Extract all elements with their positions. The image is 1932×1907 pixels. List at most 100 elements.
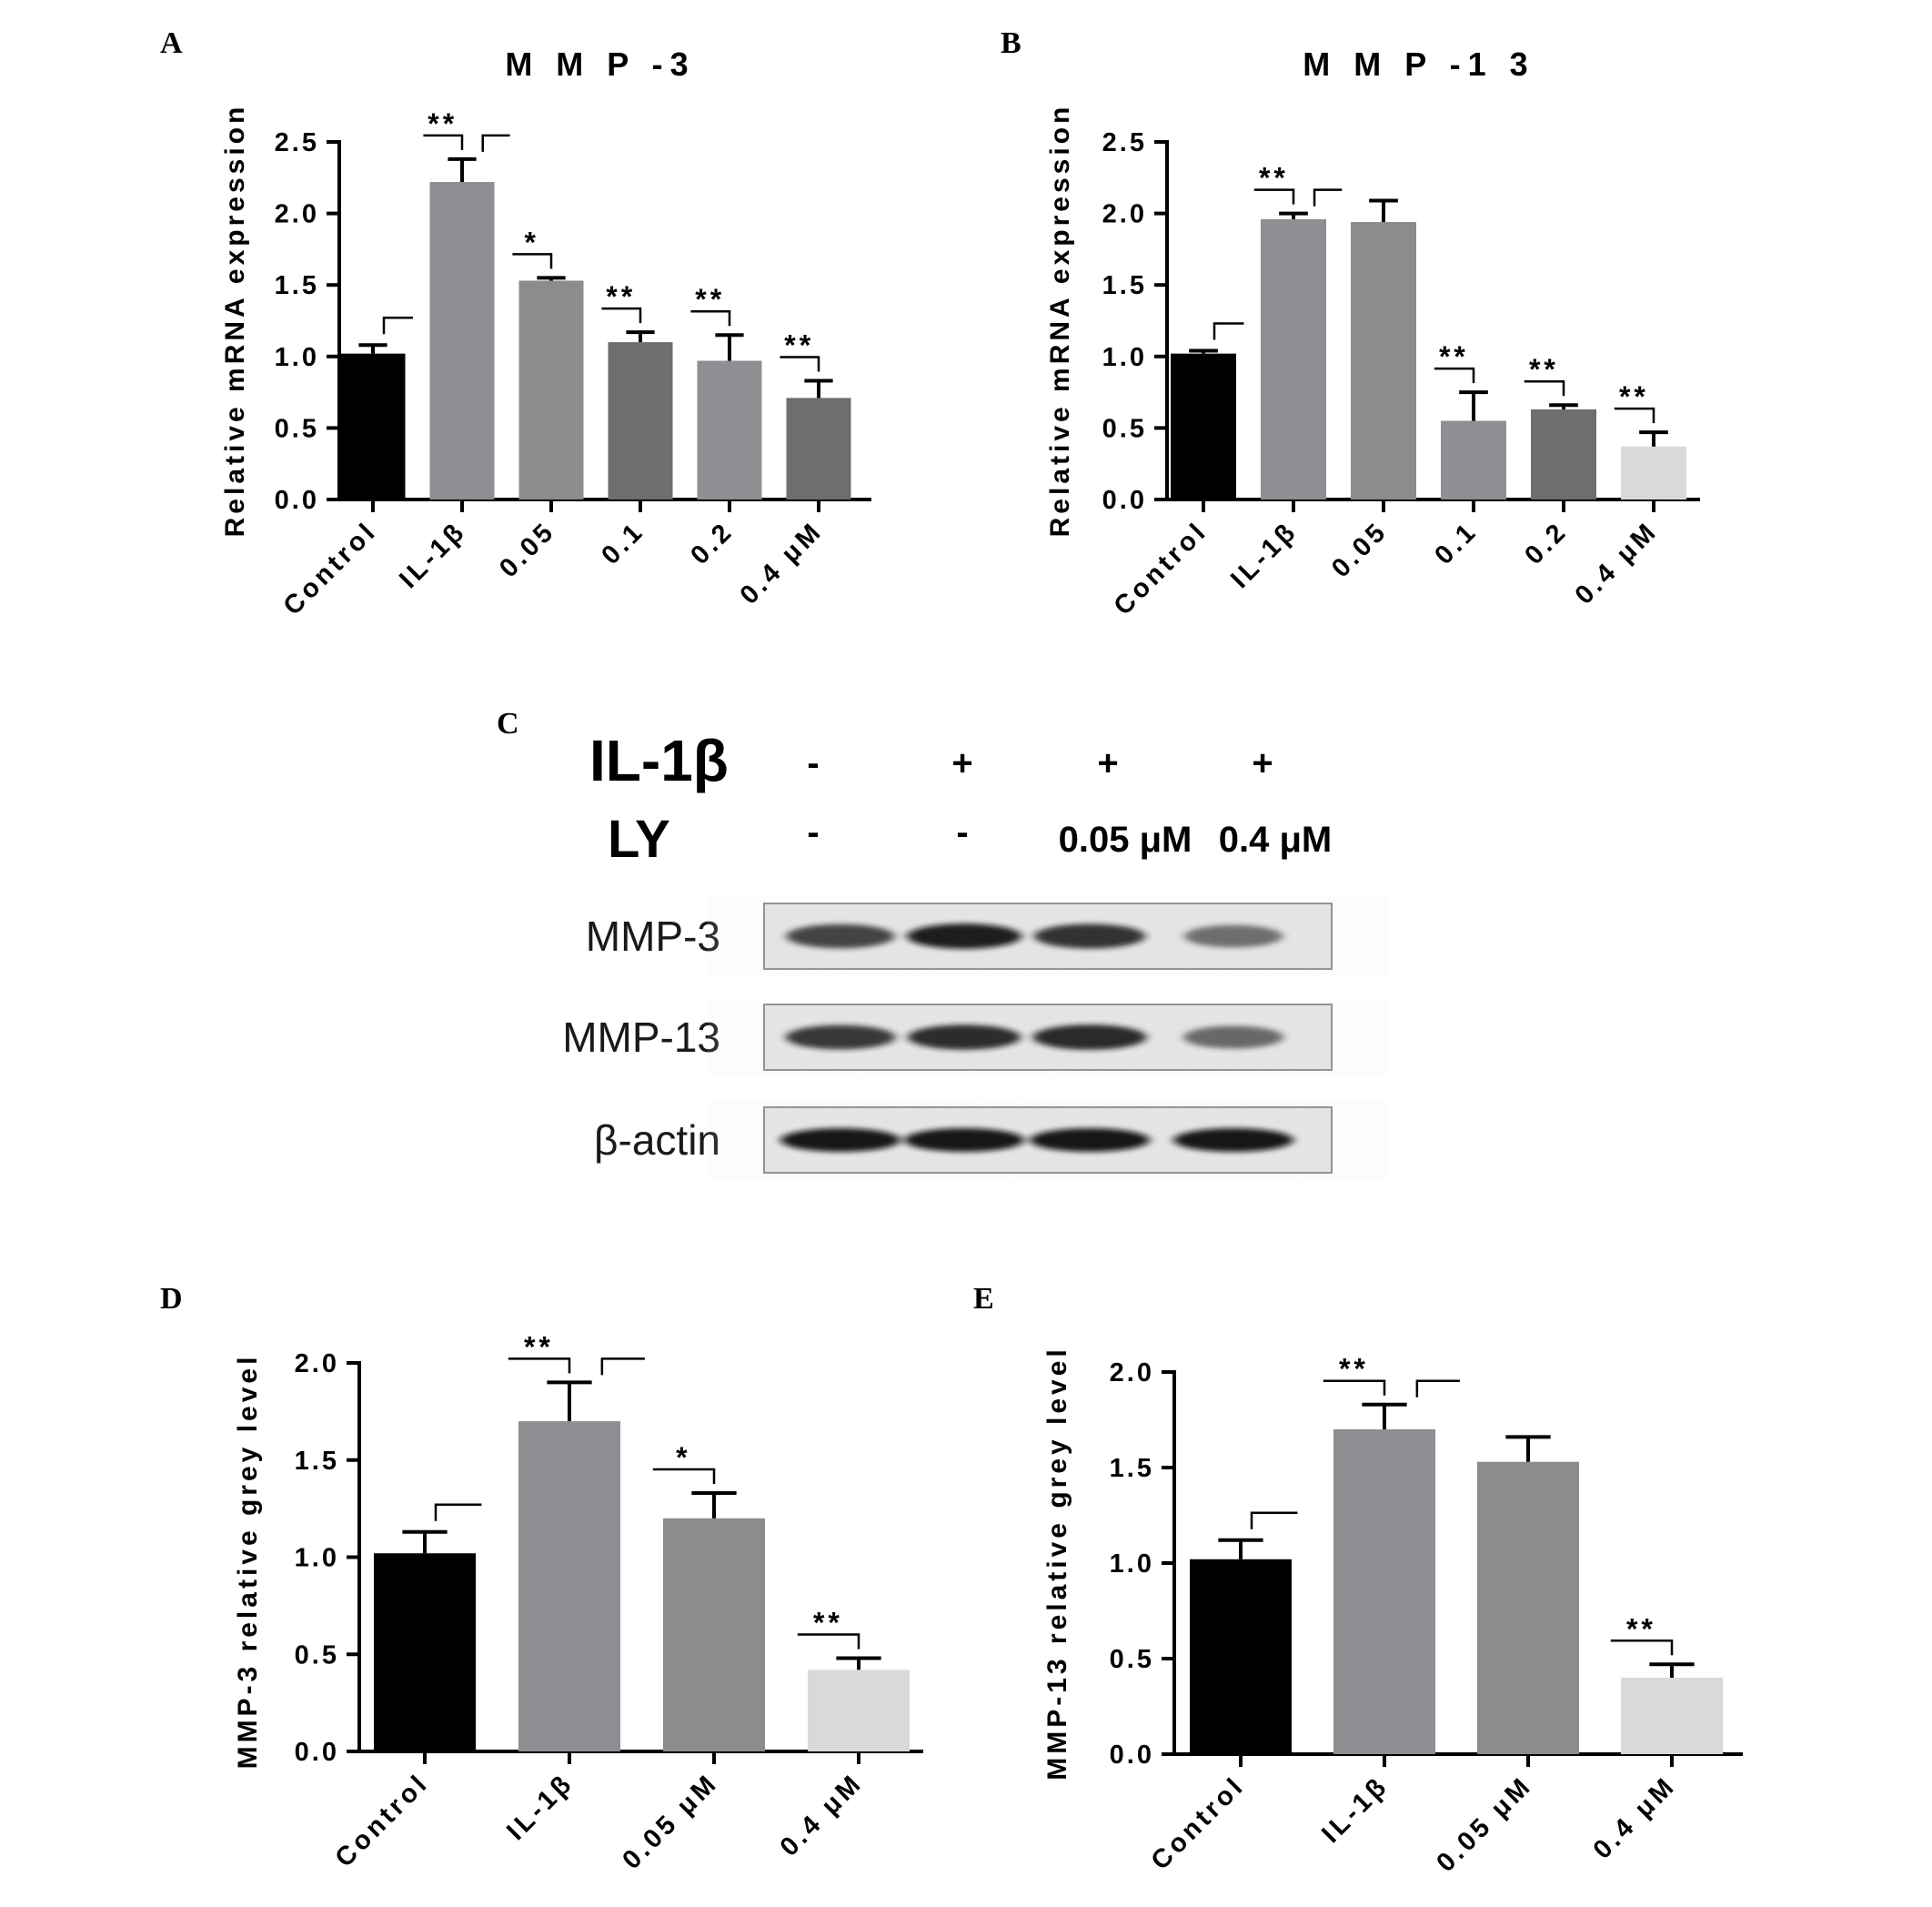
significance-marker: ** <box>1259 162 1289 195</box>
blot-band <box>1173 1128 1293 1152</box>
reference-bracket <box>382 316 413 335</box>
significance-marker: ** <box>1339 1353 1369 1386</box>
reference-bracket <box>481 134 510 152</box>
x-tick-label: 0.1 <box>1429 516 1484 570</box>
y-tick-label: 1.0 <box>295 1544 339 1573</box>
y-tick-label: 1.0 <box>275 343 319 372</box>
blot-row-label: β-actin <box>594 1116 720 1164</box>
y-tick-label: 0.0 <box>275 486 319 515</box>
blot-band <box>1033 923 1146 949</box>
blot-il1b-condition: + <box>1097 743 1118 783</box>
significance-bracket <box>1610 1640 1674 1656</box>
y-tick-label: 0.5 <box>1110 1645 1154 1674</box>
significance-marker: ** <box>524 1330 554 1363</box>
x-tick-label: Control <box>1146 1771 1251 1875</box>
significance-marker: ** <box>695 283 725 316</box>
chart-title: M M P -1 3 <box>1303 45 1535 83</box>
blot-conditions: - + + + - - 0.05 μM 0.4 μM <box>807 743 1332 860</box>
x-tick-label: Control <box>330 1768 435 1872</box>
y-axis-label: Relative mRNA expression <box>1045 104 1075 538</box>
bar <box>1621 1678 1723 1754</box>
panel-letter-a: A <box>160 26 183 60</box>
x-tick-label: Control <box>278 516 383 621</box>
y-tick-label: 0.0 <box>1102 486 1147 515</box>
bar <box>1261 218 1326 499</box>
x-tick-label: IL-1β <box>501 1768 579 1846</box>
bar <box>518 280 584 499</box>
bar <box>808 1670 910 1751</box>
y-tick-label: 0.5 <box>275 414 319 443</box>
significance-marker: ** <box>1439 340 1469 373</box>
bar <box>1621 446 1686 499</box>
blot-row-label: MMP-3 <box>586 913 720 960</box>
y-tick-label: 2.0 <box>1110 1358 1154 1387</box>
significance-bracket <box>652 1468 716 1485</box>
significance-marker: ** <box>784 329 814 362</box>
blot-band <box>1183 924 1283 948</box>
blot-ly-condition: 0.4 μM <box>1219 820 1333 860</box>
significance-bracket <box>1323 1379 1386 1396</box>
x-tick-label: Control <box>1109 516 1213 621</box>
x-tick-label: 0.05 μM <box>1431 1771 1538 1878</box>
significance-marker: ** <box>813 1607 843 1640</box>
blot-rows: MMP-3 MMP-13 β-actin <box>562 903 1333 1174</box>
bar <box>1171 353 1236 499</box>
chart-a-mmp3-mrna: M M P -3 Relative mRNA expression 0.0 0.5 1.… <box>220 45 871 621</box>
panel-letter-c: C <box>497 707 519 741</box>
bar <box>340 353 406 499</box>
x-tick-label: 0.1 <box>596 516 650 570</box>
bar <box>1441 420 1506 499</box>
blot-il1b-condition: + <box>951 743 972 783</box>
significance-marker: ** <box>1619 380 1649 413</box>
significance-bracket <box>508 1357 571 1374</box>
x-tick-label: 0.4 μM <box>775 1768 869 1862</box>
significance-marker: ** <box>428 107 458 140</box>
x-tick-label: IL-1β <box>394 516 472 594</box>
significance-marker: ** <box>1529 353 1559 386</box>
y-tick-label: 0.0 <box>1110 1741 1154 1770</box>
significance-bracket <box>512 253 553 269</box>
y-tick-label: 1.5 <box>1102 271 1147 300</box>
chart-e-mmp13-grey: MMP-13 relative grey level 0.0 0.5 1.0 1.5 2.… <box>1042 1346 1743 1878</box>
blot-ly-label: LY <box>608 810 670 869</box>
y-tick-label: 1.5 <box>275 271 319 300</box>
x-tick-label: 0.05 <box>494 516 561 583</box>
blot-band <box>1183 1025 1283 1049</box>
bar <box>697 360 762 499</box>
y-tick-label: 0.5 <box>295 1640 339 1670</box>
significance-marker: * <box>524 226 538 258</box>
significance-bracket <box>1614 407 1655 424</box>
bar <box>663 1518 765 1751</box>
significance-bracket <box>1253 188 1295 205</box>
y-tick-label: 0.0 <box>295 1738 339 1767</box>
reference-bracket <box>1415 1379 1460 1397</box>
significance-bracket <box>1524 379 1565 397</box>
significance-marker: * <box>676 1441 690 1474</box>
blot-il1b-condition: + <box>1252 743 1273 783</box>
y-tick-label: 2.0 <box>295 1349 339 1378</box>
chart-title: M M P -3 <box>505 45 695 83</box>
chart-d-mmp3-grey: MMP-3 relative grey level 0.0 0.5 1.0 1.5 2.0… <box>233 1330 923 1875</box>
y-tick-label: 1.0 <box>1110 1549 1154 1579</box>
y-tick-label: 1.5 <box>1110 1454 1154 1483</box>
bar <box>1531 409 1596 499</box>
blot-band <box>1030 1128 1150 1152</box>
x-tick-label: 0.2 <box>685 516 740 570</box>
bar <box>1190 1559 1292 1754</box>
western-blot-panel: IL-1β LY - + + + - - 0.05 μM 0.4 μM MMP-3 MMP-13… <box>562 728 1333 1174</box>
blot-band <box>1032 1024 1147 1050</box>
y-tick-label: 2.0 <box>275 200 319 229</box>
x-tick-label: 0.2 <box>1519 516 1574 570</box>
significance-bracket <box>601 307 642 324</box>
bar <box>374 1553 476 1751</box>
bar <box>429 182 495 500</box>
x-tick-label: 0.4 μM <box>1588 1771 1682 1864</box>
x-tick-label: 0.05 μM <box>617 1768 724 1875</box>
x-tick-label: 0.4 μM <box>1570 516 1664 610</box>
blot-band <box>785 1024 896 1050</box>
x-tick-label: IL-1β <box>1225 516 1303 594</box>
reference-bracket <box>434 1503 482 1521</box>
blot-ly-condition: - <box>956 812 968 853</box>
y-axis-label: MMP-13 relative grey level <box>1042 1346 1072 1781</box>
chart-b-mmp13-mrna: M M P -1 3 Relative mRNA expression 0.0 0.5… <box>1045 45 1700 621</box>
